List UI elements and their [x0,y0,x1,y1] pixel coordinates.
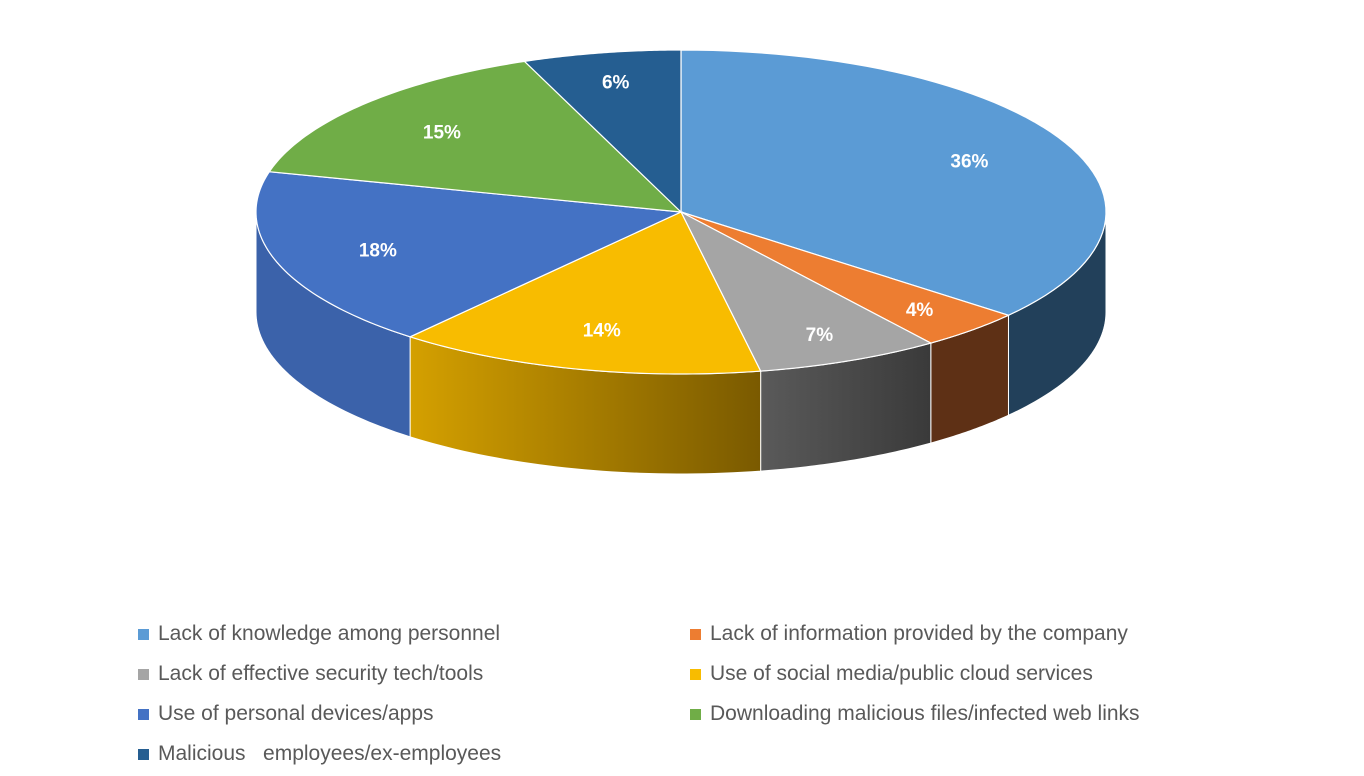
legend-swatch [138,748,149,760]
legend-swatch [690,708,701,720]
legend-swatch [138,708,149,720]
data-label: 6% [602,73,630,94]
data-label: 4% [906,300,934,321]
pie-chart: 36% 4% 7% 14% 18% 15% 6% [255,49,1107,475]
pie-slice[interactable] [679,210,933,372]
data-label: 14% [583,321,621,342]
legend-label: Downloading malicious files/infected web… [710,702,1140,725]
legend-label: Use of social media/public cloud service… [710,662,1093,685]
legend-item: Use of social media/public cloud service… [690,660,1250,688]
pie-slice[interactable] [680,49,1107,316]
legend-label: Lack of effective security tech/tools [158,662,484,685]
legend-label: Lack of knowledge among personnel [158,622,501,645]
legend-label: Malicious employees/ex-employees [158,742,502,765]
pie-slice[interactable] [268,60,683,213]
legend-item: Lack of knowledge among personnel [138,620,690,648]
data-label: 15% [423,123,461,144]
legend-swatch [690,668,701,680]
legend-item: Use of personal devices/apps [138,700,690,728]
legend-label: Use of personal devices/apps [158,702,434,725]
pie-slice[interactable] [523,49,682,214]
pie-slice[interactable] [680,211,1011,344]
legend-swatch [138,628,149,640]
legend-swatch [690,628,701,640]
data-label: 36% [950,151,988,172]
legend: Lack of knowledge among personnel Lack of… [138,620,1258,768]
pie-slice[interactable] [408,211,762,375]
data-label: 18% [359,241,397,262]
legend-item: Downloading malicious files/infected web… [690,700,1250,728]
legend-item: Malicious employees/ex-employees [138,740,690,768]
legend-swatch [138,668,149,680]
legend-label: Lack of information provided by the comp… [710,622,1128,645]
legend-item: Lack of information provided by the comp… [690,620,1250,648]
pie-slice[interactable] [255,171,684,338]
legend-item: Lack of effective security tech/tools [138,660,690,688]
data-label: 7% [806,325,834,346]
